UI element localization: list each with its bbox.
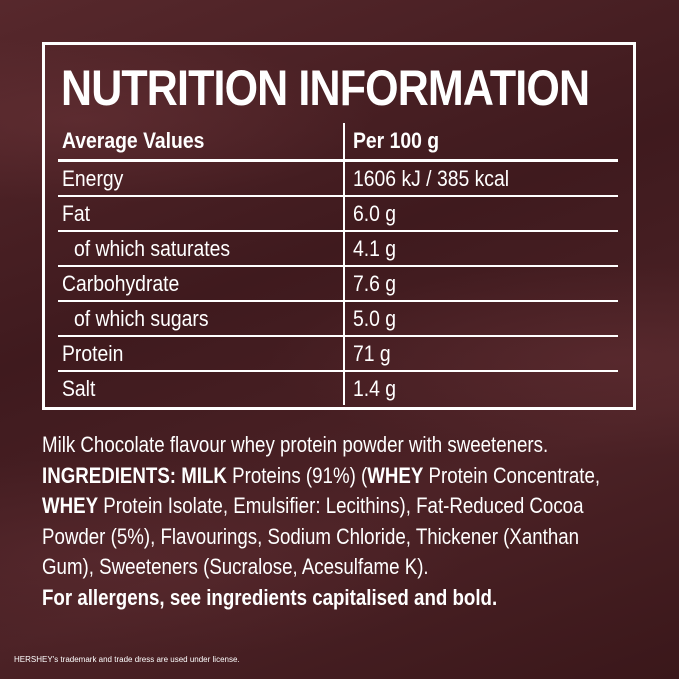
nutrient-value: 1.4 g [342, 371, 618, 405]
nutrient-label: of which sugars [58, 301, 344, 337]
nutrient-row: Carbohydrate 7.6 g [58, 266, 618, 302]
panel-title: NUTRITION INFORMATION [61, 60, 590, 116]
header-cell-text: Average Values [62, 128, 205, 153]
nutrient-value: 5.0 g [342, 301, 618, 337]
ingredient-segment: WHEY [42, 493, 99, 518]
nutrient-label: of which saturates [58, 231, 344, 267]
nutrient-label: Carbohydrate [58, 266, 344, 302]
ingredient-segment: INGREDIENTS: MILK [42, 462, 227, 488]
nutrient-value-text: 5.0 g [352, 305, 396, 331]
nutrient-label-text: Fat [62, 200, 90, 226]
nutrient-value: 71 g [342, 336, 618, 372]
nutrient-value-text: 7.6 g [352, 270, 396, 296]
nutrient-value-text: 6.0 g [352, 200, 396, 226]
ingredient-segment: Protein Concentrate, [423, 462, 601, 488]
nutrient-row: Protein 71 g [58, 336, 618, 372]
nutrient-row: of which saturates 4.1 g [58, 231, 618, 267]
header-row: Average Values Per 100 g [58, 123, 618, 162]
nutrient-value: 7.6 g [342, 266, 618, 302]
nutrient-label-text: Carbohydrate [62, 270, 180, 296]
ingredient-segment: Protein Isolate, Emulsifier: Lecithins),… [42, 493, 584, 579]
ingredient-segment: Proteins (91%) ( [226, 462, 368, 488]
table-body: Average Values Per 100 g Energy 1606 kJ / 3… [58, 123, 618, 405]
nutrient-label-text: of which saturates [74, 235, 231, 261]
allergens: For allergens, see ingredients capitalis… [42, 584, 498, 610]
text-block: Milk Chocolate flavour whey protein powd… [42, 430, 629, 613]
nutrient-label-text: Salt [62, 375, 96, 401]
nutrition-panel: NUTRITION INFORMATION Average Values Per … [42, 42, 636, 410]
nutrient-row: Salt 1.4 g [58, 371, 618, 405]
nutrient-label-text: of which sugars [74, 305, 209, 331]
nutrition-table: Average Values Per 100 g Energy 1606 kJ / 3… [58, 123, 618, 405]
nutrient-value-text: 1.4 g [352, 375, 396, 401]
header-cell-text: Per 100 g [352, 128, 439, 153]
header-cell: Per 100 g [342, 123, 618, 162]
nutrient-value-text: 71 g [352, 340, 391, 366]
ingredients: INGREDIENTS: MILK Proteins (91%) (WHEY P… [42, 461, 629, 583]
nutrient-label-text: Protein [62, 340, 124, 366]
nutrient-value: 1606 kJ / 385 kcal [342, 160, 618, 197]
nutrient-row: Energy 1606 kJ / 385 kcal [58, 160, 618, 197]
nutrient-label: Salt [58, 371, 344, 405]
nutrient-row: Fat 6.0 g [58, 196, 618, 232]
nutrient-value-text: 1606 kJ / 385 kcal [352, 165, 509, 191]
nutrient-label: Fat [58, 196, 344, 232]
nutrient-row: of which sugars 5.0 g [58, 301, 618, 337]
nutrient-value-text: 4.1 g [352, 235, 396, 261]
footer: HERSHEY's trademark and trade dress are … [14, 655, 240, 664]
nutrient-value: 4.1 g [342, 231, 618, 267]
nutrient-label-text: Energy [62, 165, 124, 191]
header-cell: Average Values [58, 123, 344, 162]
nutrient-label: Energy [58, 160, 344, 197]
description: Milk Chocolate flavour whey protein powd… [42, 432, 549, 457]
nutrient-label: Protein [58, 336, 344, 372]
ingredient-segment: WHEY [367, 462, 424, 488]
nutrient-value: 6.0 g [342, 196, 618, 232]
